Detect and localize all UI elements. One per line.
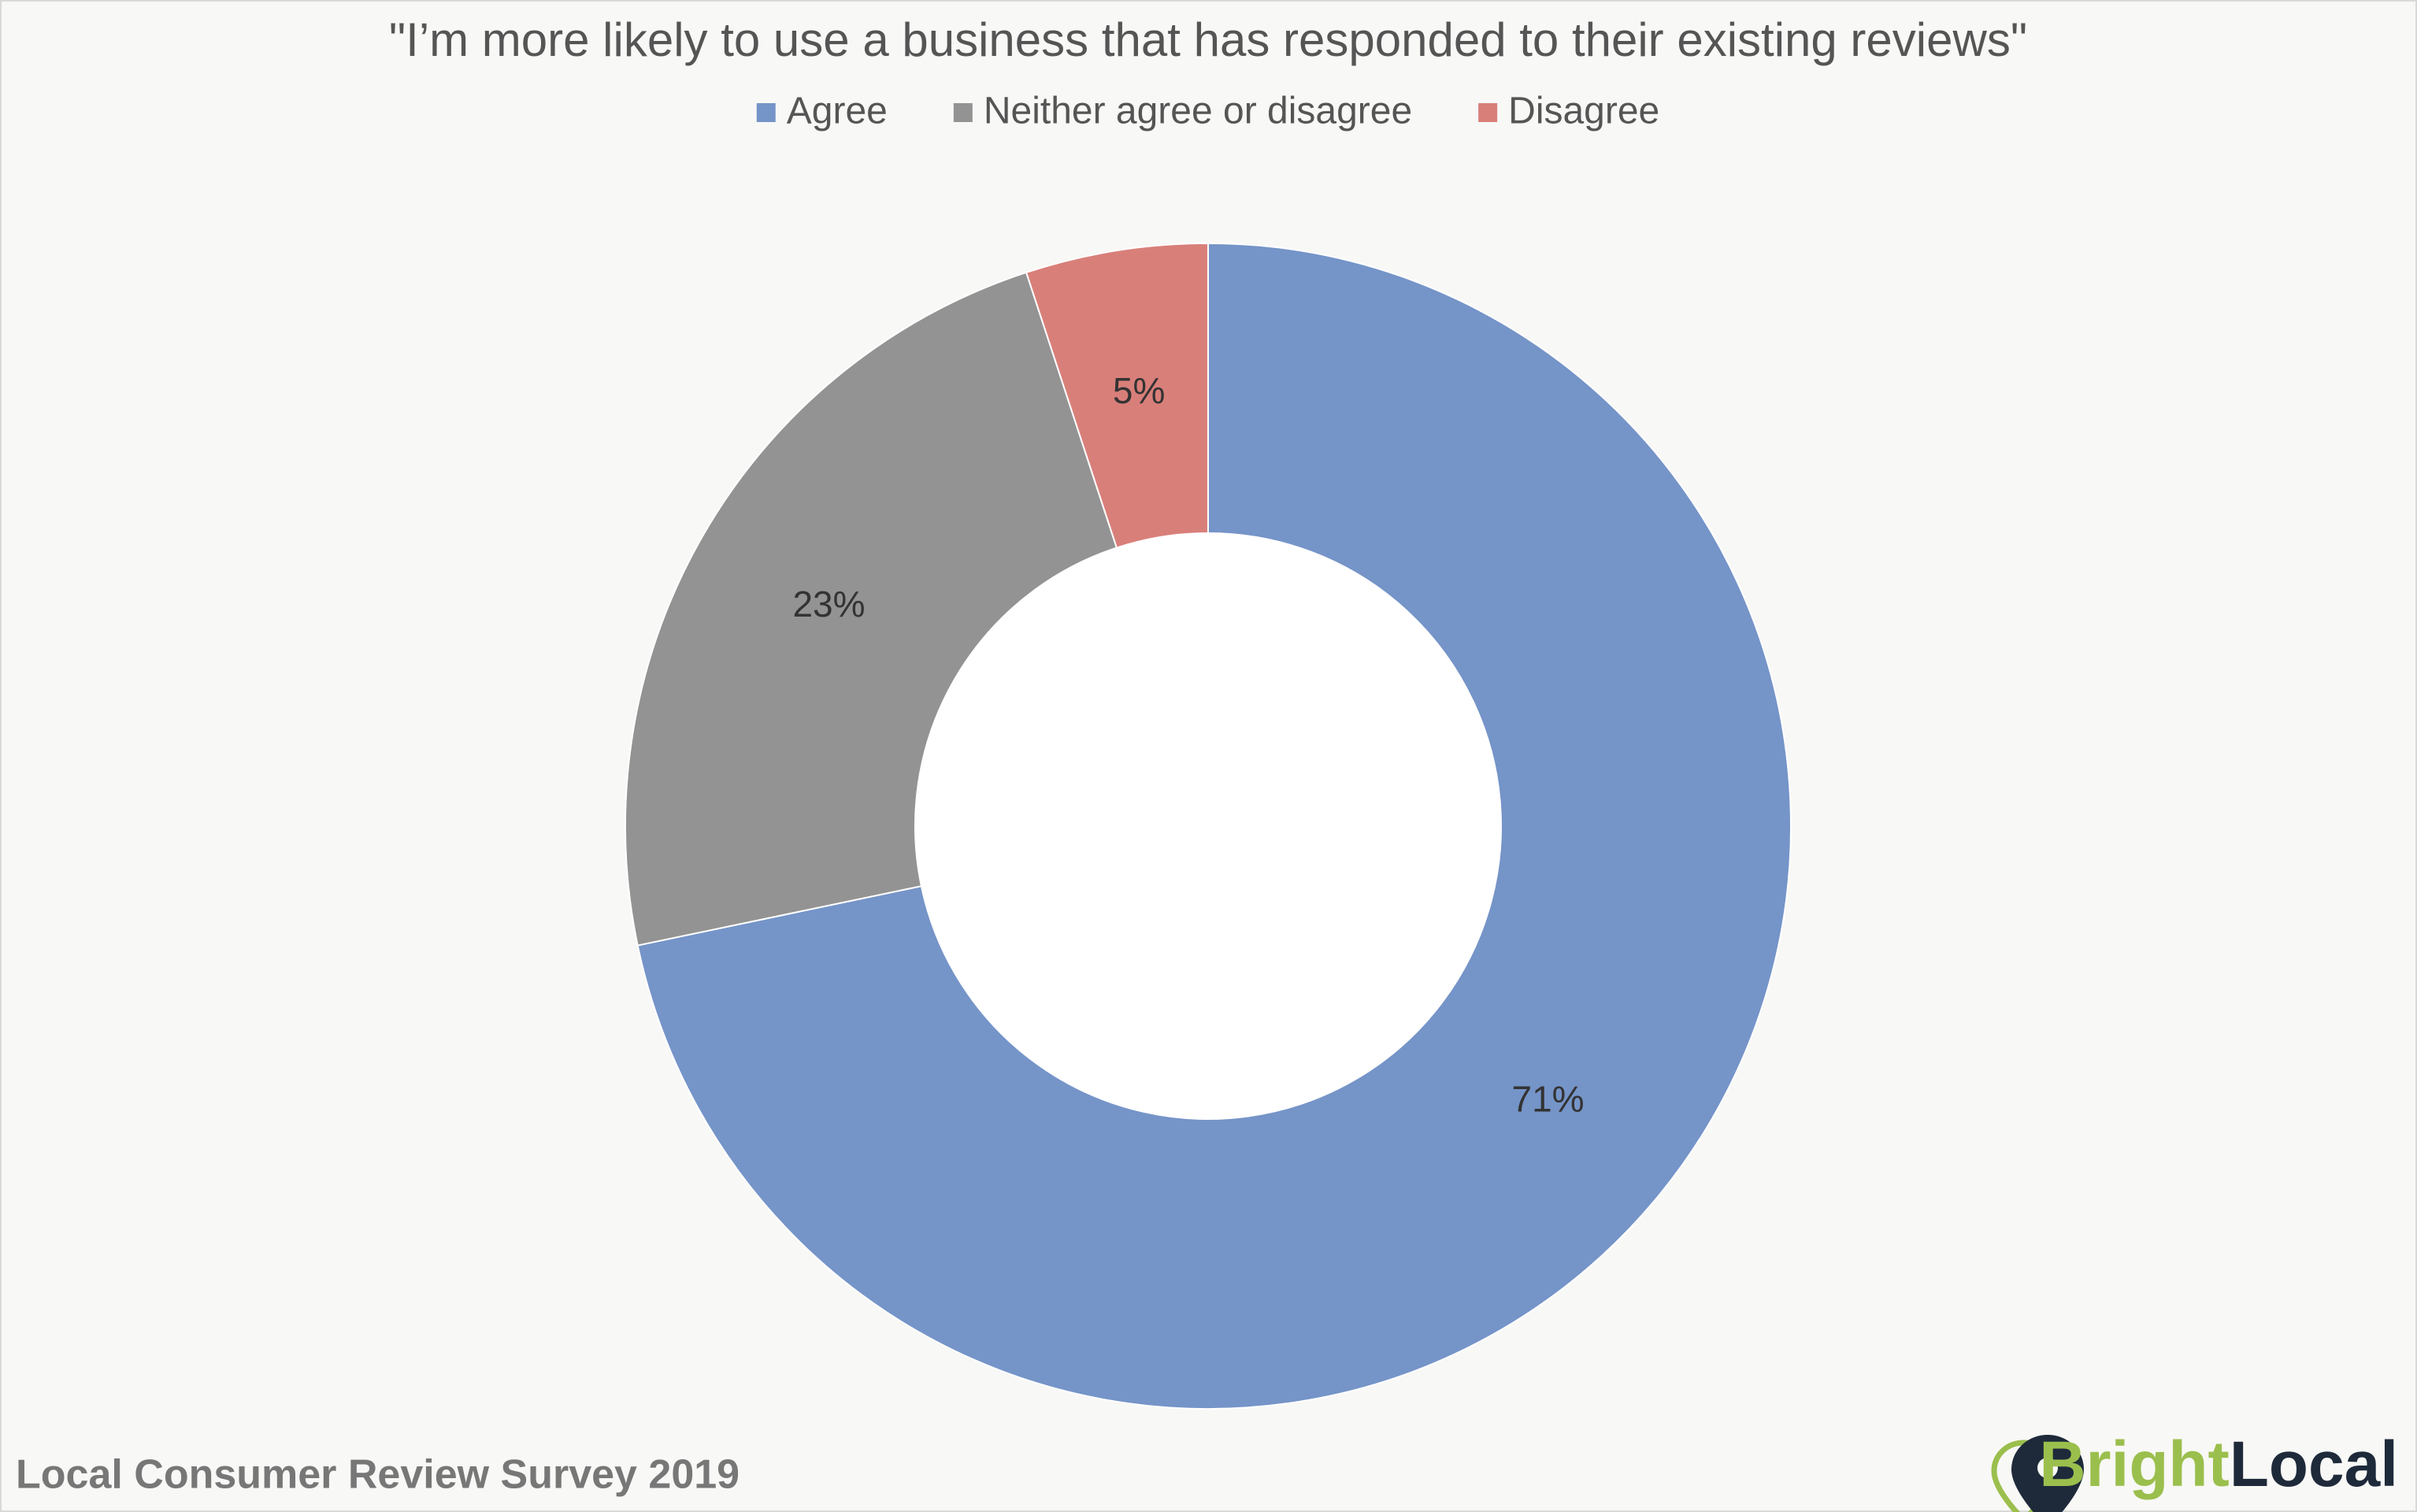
brand-name: BrightLocal xyxy=(2039,1429,2398,1500)
source-note: Local Consumer Review Survey 2019 xyxy=(16,1452,740,1498)
legend: Agree Neither agree or disagree Disagree xyxy=(756,91,1659,132)
data-label: 71% xyxy=(1511,1079,1584,1120)
legend-label: Agree xyxy=(787,91,888,132)
legend-swatch xyxy=(756,103,776,122)
logo-pin-hole xyxy=(2037,1458,2058,1478)
legend-swatch xyxy=(953,103,973,122)
chart-title: "I’m more likely to use a business that … xyxy=(389,13,2027,66)
brand-part: Local xyxy=(2230,1429,2398,1500)
donut-slice xyxy=(625,271,1118,947)
data-label: 5% xyxy=(1113,370,1165,411)
legend-swatch xyxy=(1478,103,1498,122)
donut-slice xyxy=(1025,242,1209,549)
brand-part: Bright xyxy=(2039,1429,2229,1500)
donut-hole xyxy=(916,534,1500,1118)
legend-label: Disagree xyxy=(1508,91,1659,132)
brand-logo: BrightLocal xyxy=(1991,1429,2398,1512)
legend-label: Neither agree or disagree xyxy=(984,91,1412,132)
donut-slice xyxy=(636,242,1792,1410)
data-label: 23% xyxy=(792,584,865,624)
